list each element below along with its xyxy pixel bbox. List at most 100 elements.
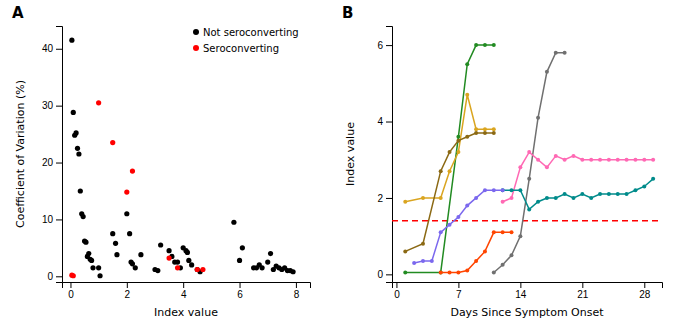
- point: [186, 258, 191, 263]
- legend-swatch: [193, 45, 199, 51]
- axis-line: [56, 27, 63, 283]
- point: [189, 262, 194, 267]
- point: [580, 158, 584, 162]
- tick: 30: [42, 100, 62, 111]
- tick: 0: [47, 271, 62, 282]
- point: [448, 270, 452, 274]
- tick: 0: [377, 269, 392, 280]
- point: [124, 190, 129, 195]
- point: [465, 62, 469, 66]
- legend-swatch: [193, 29, 199, 35]
- point: [492, 230, 496, 234]
- point: [492, 188, 496, 192]
- point: [96, 265, 101, 270]
- point: [439, 270, 443, 274]
- point: [430, 259, 434, 263]
- point: [200, 267, 205, 272]
- point: [571, 196, 575, 200]
- tick-mark: [296, 282, 297, 288]
- point: [563, 158, 567, 162]
- panel: 071421280246Days Since Symptom OnsetInde…: [342, 4, 663, 319]
- point: [607, 158, 611, 162]
- tick-mark: [386, 45, 392, 46]
- point: [448, 150, 452, 154]
- point: [240, 245, 245, 250]
- point: [642, 158, 646, 162]
- panel: 02468010203040Index valueCoefficient of …: [12, 4, 311, 319]
- point: [439, 196, 443, 200]
- point: [403, 200, 407, 204]
- tick-mark: [240, 282, 241, 288]
- tick-label: 0: [377, 269, 383, 280]
- point: [133, 265, 138, 270]
- point: [155, 268, 160, 273]
- point: [598, 158, 602, 162]
- point: [195, 267, 200, 272]
- point: [501, 188, 505, 192]
- legend-item: Seroconverting: [193, 43, 279, 54]
- point: [474, 196, 478, 200]
- line: [405, 95, 494, 202]
- point: [439, 169, 443, 173]
- point: [616, 158, 620, 162]
- point: [78, 188, 83, 193]
- tick: 4: [377, 116, 392, 127]
- point: [138, 252, 143, 257]
- point: [403, 249, 407, 253]
- tick: 0: [68, 282, 74, 300]
- tick-label: 2: [125, 289, 131, 300]
- point: [96, 100, 101, 105]
- point: [651, 177, 655, 181]
- point: [483, 188, 487, 192]
- point: [71, 273, 76, 278]
- point: [518, 165, 522, 169]
- line: [503, 179, 653, 210]
- axis-line: [63, 283, 311, 289]
- point: [130, 168, 135, 173]
- point: [607, 192, 611, 196]
- point: [474, 127, 478, 131]
- point: [465, 269, 469, 273]
- point: [448, 223, 452, 227]
- point: [625, 192, 629, 196]
- point: [554, 51, 558, 55]
- point: [571, 154, 575, 158]
- point: [75, 146, 80, 151]
- point: [113, 241, 118, 246]
- point: [456, 270, 460, 274]
- point: [536, 116, 540, 120]
- point: [69, 38, 74, 43]
- point: [474, 259, 478, 263]
- tick-label: 6: [377, 40, 383, 51]
- tick-label: 4: [377, 116, 383, 127]
- point: [403, 270, 407, 274]
- point: [237, 258, 242, 263]
- tick-mark: [56, 49, 62, 50]
- series: [403, 43, 496, 274]
- point: [110, 140, 115, 145]
- point: [456, 150, 460, 154]
- point: [527, 207, 531, 211]
- point: [589, 158, 593, 162]
- line: [494, 53, 565, 273]
- tick-label: 14: [515, 289, 527, 300]
- point: [501, 188, 505, 192]
- point: [290, 269, 295, 274]
- point: [474, 43, 478, 47]
- point: [90, 265, 95, 270]
- point: [518, 234, 522, 238]
- point: [536, 158, 540, 162]
- tick: 0: [394, 282, 400, 300]
- y-axis: 010203040: [42, 27, 63, 283]
- point: [83, 240, 88, 245]
- point: [195, 267, 200, 272]
- point: [510, 188, 514, 192]
- figure: 02468010203040Index valueCoefficient of …: [0, 0, 675, 334]
- tick: 2: [377, 193, 392, 204]
- line: [441, 232, 512, 272]
- point: [456, 139, 460, 143]
- line: [414, 190, 503, 263]
- tick-label: 40: [42, 43, 54, 54]
- point: [518, 188, 522, 192]
- tick-label: 20: [42, 157, 54, 168]
